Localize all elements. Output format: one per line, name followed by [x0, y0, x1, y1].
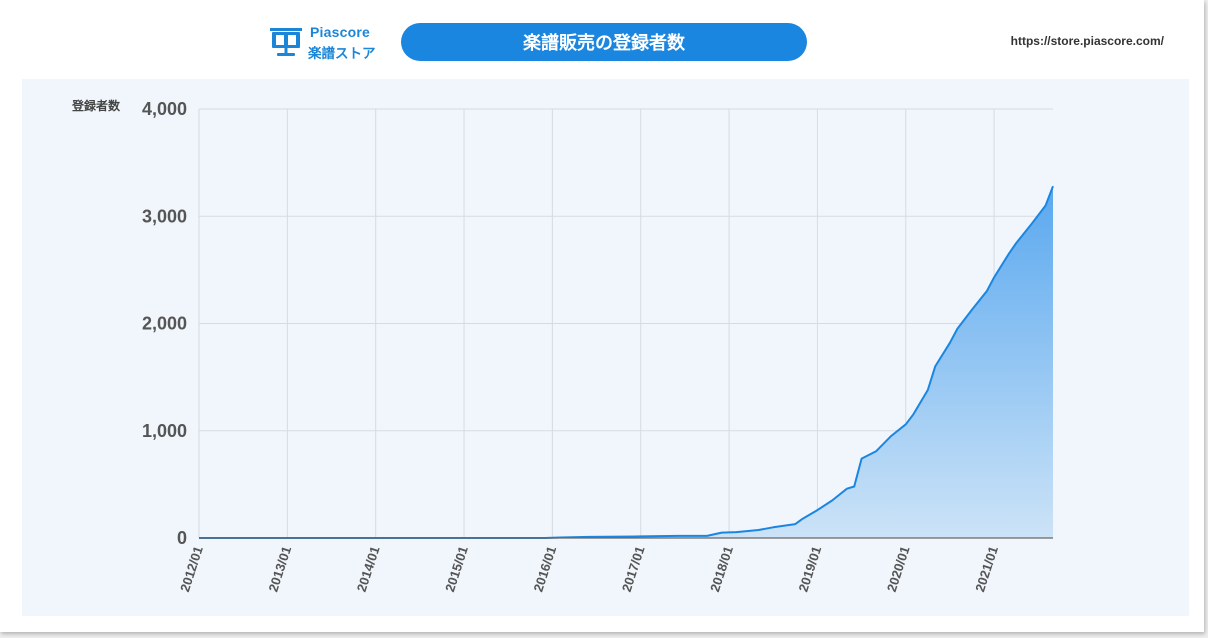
logo-brand-en: Piascore — [310, 24, 370, 40]
chart-title: 楽譜販売の登録者数 — [401, 23, 807, 61]
x-tick-label: 2016/01 — [530, 544, 559, 593]
x-tick-label: 2013/01 — [265, 544, 294, 593]
x-tick-label: 2014/01 — [354, 544, 383, 593]
x-tick-label: 2018/01 — [707, 544, 736, 593]
y-tick-label: 4,000 — [142, 99, 187, 119]
store-url: https://store.piascore.com/ — [1010, 34, 1164, 48]
music-stand-icon — [270, 28, 302, 56]
series-line — [199, 185, 1054, 539]
logo-brand-ja: 楽譜ストア — [308, 46, 376, 62]
piascore-logo[interactable]: Piascore 楽譜ストア — [268, 22, 388, 64]
x-tick-label: 2015/01 — [442, 544, 471, 593]
x-tick-label: 2017/01 — [619, 544, 648, 593]
x-tick-label: 2012/01 — [177, 544, 206, 593]
y-tick-label: 0 — [177, 528, 187, 548]
y-axis-label: 登録者数 — [71, 98, 121, 113]
x-tick-label: 2021/01 — [972, 544, 1001, 593]
x-tick-label: 2020/01 — [884, 544, 913, 593]
x-tick-label: 2019/01 — [795, 544, 824, 593]
y-tick-label: 2,000 — [142, 314, 187, 334]
y-tick-label: 3,000 — [142, 206, 187, 226]
y-tick-label: 1,000 — [142, 421, 187, 441]
series-area-fill — [199, 186, 1053, 538]
